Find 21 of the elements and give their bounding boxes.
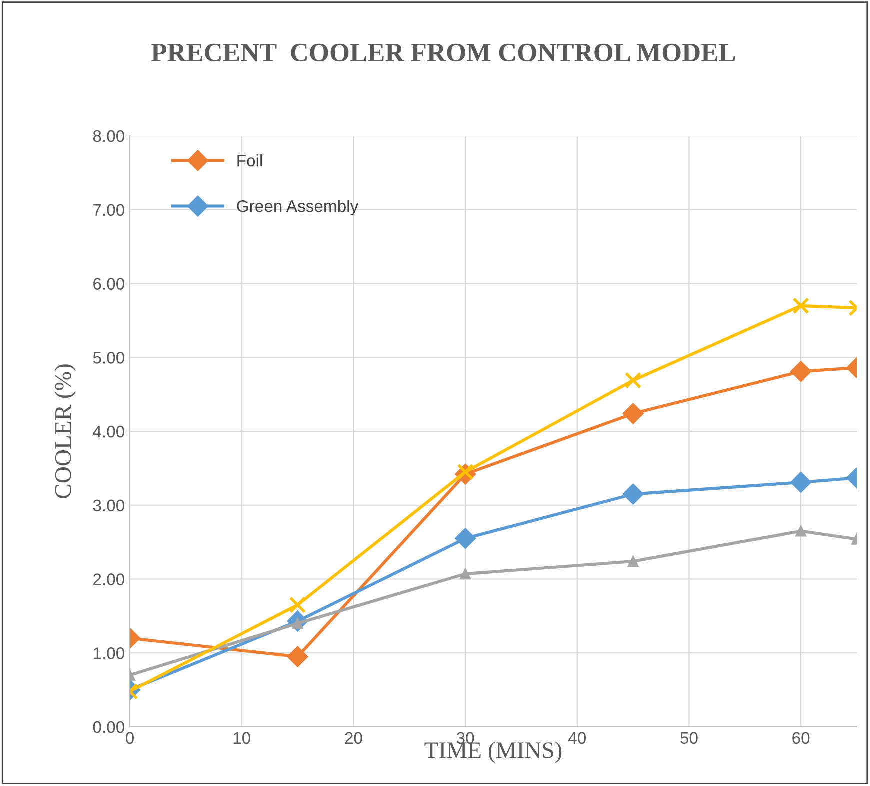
chart-title: PRECENT COOLER FROM CONTROL MODEL [152, 44, 736, 62]
y-tick-label: 7.00 [94, 204, 124, 216]
y-tick-label: 2.00 [94, 574, 124, 586]
legend-label: Green Assembly [237, 200, 359, 216]
y-tick-label: 4.00 [93, 426, 124, 438]
x-tick-label: 0 [126, 732, 134, 744]
x-tick-label: 10 [234, 732, 250, 744]
y-tick-label: 0.00 [93, 721, 124, 734]
x-tick-label: 50 [680, 732, 698, 744]
x-axis-title: TIME (MINS) [424, 742, 562, 764]
y-axis-title: COOLER (%) [54, 364, 76, 498]
x-tick-label: 30 [456, 732, 474, 744]
y-tick-label: 6.00 [94, 278, 124, 290]
y-tick-label: 3.00 [93, 500, 124, 512]
y-tick-label: 5.00 [93, 352, 124, 364]
x-tick-label: 40 [568, 732, 586, 744]
legend-label: Foil [238, 154, 262, 167]
y-tick-label: 8.00 [93, 130, 124, 142]
x-tick-label: 20 [345, 732, 362, 744]
x-tick-label: 60 [792, 732, 810, 744]
y-tick-label: 1.00 [94, 648, 124, 660]
